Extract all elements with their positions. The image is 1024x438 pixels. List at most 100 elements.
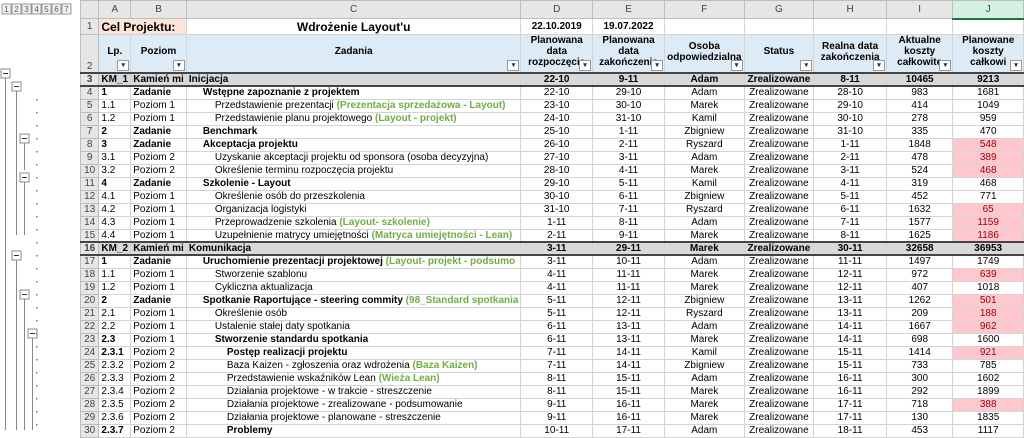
data-row: 3 KM_1 Kamień mi Inicjacja 22-10 9-11 Adam Zrea… — [79, 72, 1024, 87]
data-row: 19 1.2 Poziom 1 Cykliczna aktualizacja 4-11 1… — [79, 280, 1024, 295]
planned-cell: 1600 — [952, 332, 1024, 347]
end-cell: 2-11 — [591, 137, 666, 152]
filter-button[interactable]: ▾ — [1010, 60, 1022, 71]
outline-level-button[interactable] — [61, 3, 72, 15]
outline-dot — [36, 216, 38, 218]
task-cell: Przedstawienie prezentacji (Prezentacja … — [185, 98, 522, 113]
filter-button[interactable]: ▾ — [578, 60, 591, 71]
filter-button[interactable]: ▾ — [730, 60, 743, 71]
task-name: Problemy — [226, 425, 273, 436]
poziom-cell: Poziom 2 — [130, 358, 187, 373]
owner-cell: Marek — [664, 332, 745, 347]
outline-dot — [36, 268, 38, 270]
column-letter[interactable]: A — [98, 0, 132, 19]
task-cell: Organizacja logistyki — [185, 202, 522, 217]
column-letter[interactable]: G — [743, 0, 815, 19]
actual-cell: 733 — [885, 358, 954, 373]
end-cell: 8-11 — [591, 215, 666, 230]
task-cell: Inicjacja — [185, 72, 522, 87]
task-cell: Spotkanie Raportujące - steering commity… — [185, 293, 522, 308]
column-letter[interactable]: B — [130, 0, 187, 19]
filter-button[interactable]: ▾ — [939, 60, 952, 71]
start-cell: 7-11 — [520, 358, 593, 373]
end-cell: 1-11 — [591, 124, 666, 139]
task-name: Działania projektowe - zrealizowane - po… — [226, 399, 463, 410]
planned-cell: 1159 — [952, 215, 1024, 230]
end-cell: 11-11 — [591, 267, 666, 282]
task-name: Określenie terminu rozpoczęcia projektu — [214, 165, 394, 176]
filter-button[interactable]: ▾ — [651, 60, 664, 71]
row-number: 6 — [79, 111, 100, 126]
status-cell: Zrealizowane — [743, 358, 815, 373]
outline-level-label: 5 — [44, 5, 49, 14]
filter-button[interactable]: ▾ — [117, 60, 130, 71]
task-name: Stworzenie standardu spotkania — [214, 334, 369, 345]
row-number: 2 — [79, 34, 100, 74]
actual-cell: 718 — [885, 397, 954, 412]
lp-cell: 3 — [98, 137, 132, 152]
row-number: 9 — [79, 150, 100, 165]
task-cell: Komunikacja — [185, 241, 522, 256]
actual-cell: 1625 — [885, 228, 954, 243]
outline-dot — [36, 411, 38, 413]
task-note: (98_Standard spotkania — [405, 295, 519, 306]
task-name: Uzyskanie akceptacji projektu od sponsor… — [214, 152, 489, 163]
filter-button[interactable]: ▾ — [872, 60, 885, 71]
filter-button[interactable]: ▾ — [507, 60, 520, 71]
column-letter[interactable]: J — [952, 0, 1024, 20]
filter-button[interactable]: ▾ — [172, 60, 185, 71]
project-end: 19.07.2022 — [591, 18, 666, 35]
outline-dot — [36, 242, 38, 244]
owner-cell: Adam — [664, 85, 745, 100]
row-number: 21 — [79, 306, 100, 321]
column-letter[interactable]: D — [520, 0, 593, 19]
column-letter[interactable]: H — [813, 0, 887, 19]
column-letter[interactable]: E — [591, 0, 666, 19]
poziom-cell: Poziom 2 — [130, 384, 187, 399]
outline-level-button[interactable] — [11, 3, 22, 15]
start-cell: 3-11 — [520, 254, 593, 269]
status-cell: Zrealizowane — [743, 371, 815, 386]
column-letter[interactable]: I — [885, 0, 954, 19]
planned-cell: 1835 — [952, 410, 1024, 425]
lp-cell: 2.2 — [98, 319, 132, 334]
outline-level-button[interactable] — [31, 3, 42, 15]
real-end-cell: 15-11 — [813, 358, 887, 373]
real-end-cell: 5-11 — [813, 189, 887, 204]
row-number: 25 — [79, 358, 100, 373]
lp-cell: 4.2 — [98, 202, 132, 217]
status-cell: Zrealizowane — [743, 293, 815, 308]
outline-dot — [36, 294, 38, 296]
poziom-cell: Poziom 1 — [130, 202, 187, 217]
column-letter[interactable]: F — [664, 0, 745, 19]
column-letter[interactable]: C — [185, 0, 522, 19]
start-cell: 9-11 — [520, 397, 593, 412]
outline-level-button[interactable] — [1, 3, 12, 15]
actual-cell: 1262 — [885, 293, 954, 308]
task-note: (Wieża Lean) — [378, 373, 440, 384]
outline-level-button[interactable] — [21, 3, 32, 15]
planned-cell: 959 — [952, 111, 1024, 126]
real-end-cell: 12-11 — [813, 267, 887, 282]
task-note: (Baza Kaizen) — [412, 360, 478, 371]
header-row: 2 Lp. ▾ Poziom ▾ Zadania ▾ Planowana data rozpo… — [79, 34, 1024, 74]
lp-cell: 2 — [98, 124, 132, 139]
owner-cell: Adam — [664, 371, 745, 386]
end-cell: 5-11 — [591, 176, 666, 191]
actual-cell: 452 — [885, 189, 954, 204]
task-cell: Przedstawienie wskaźników Lean (Wieża Le… — [185, 371, 522, 386]
start-cell: 29-10 — [520, 176, 593, 191]
lp-cell: 1.1 — [98, 267, 132, 282]
outline-dot — [36, 229, 38, 231]
task-name: Wstępne zapoznanie z projektem — [202, 87, 360, 99]
real-end-cell: 29-10 — [813, 98, 887, 113]
start-cell: 27-10 — [520, 150, 593, 165]
outline-dot — [36, 203, 38, 205]
task-cell: Ustalenie stałej daty spotkania — [185, 319, 522, 334]
outline-level-button[interactable] — [51, 3, 62, 15]
task-cell: Cykliczna aktualizacja — [185, 280, 522, 295]
filter-button[interactable]: ▾ — [800, 60, 813, 71]
outline-level-button[interactable] — [41, 3, 52, 15]
actual-cell: 32658 — [885, 241, 954, 256]
data-row: 5 1.1 Poziom 1 Przedstawienie prezentacji (… — [79, 98, 1024, 113]
